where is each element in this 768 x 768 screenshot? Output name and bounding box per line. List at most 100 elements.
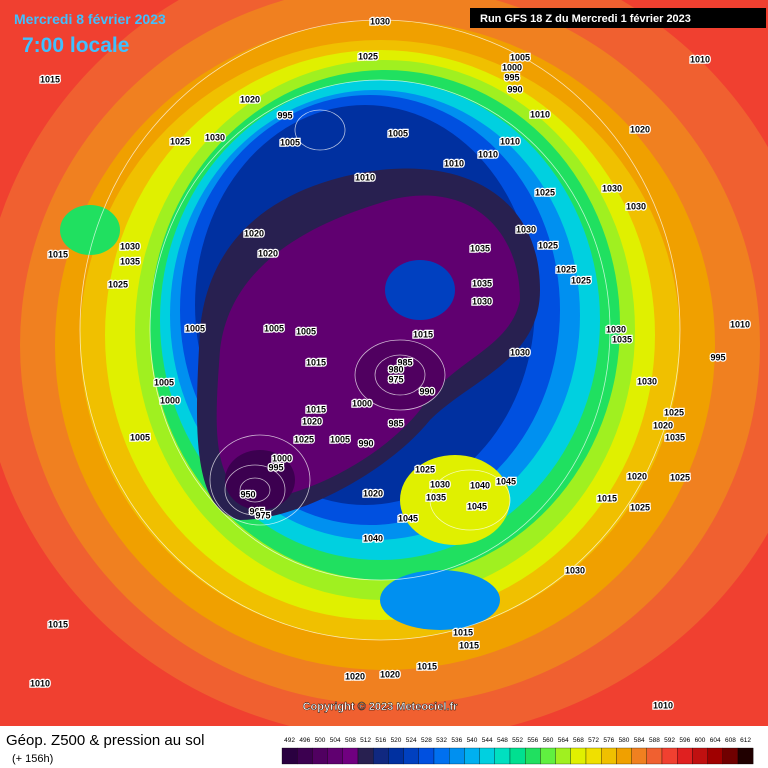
colorbar-label: 604: [710, 737, 721, 744]
isobar-label: 990: [507, 84, 522, 94]
colorbar-label: 548: [497, 737, 508, 744]
isobar-label: 1040: [470, 480, 490, 490]
isobar-label: 1010: [478, 149, 498, 159]
colorbar-swatch: [601, 747, 617, 765]
isobar-label: 1030: [205, 132, 225, 142]
isobar-label: 1035: [120, 256, 140, 266]
isobar-label: 1025: [556, 264, 576, 274]
isobar-label: 1005: [154, 377, 174, 387]
isobar-label: 1015: [597, 493, 617, 503]
colorbar-swatch: [692, 747, 708, 765]
isobar-label: 1015: [413, 329, 433, 339]
isobar-label: 1020: [653, 420, 673, 430]
colorbar-label: 540: [467, 737, 478, 744]
colorbar-swatch: [373, 747, 389, 765]
isobar-label: 1025: [415, 464, 435, 474]
isobar-label: 1010: [500, 136, 520, 146]
time: 7:00 locale: [22, 34, 129, 57]
colorbar-label: 580: [619, 737, 630, 744]
isobar-label: 1010: [355, 172, 375, 182]
colorbar-label: 504: [330, 737, 341, 744]
colorbar-swatch: [570, 747, 587, 765]
isobar-label: 1000: [502, 62, 522, 72]
isobar-label: 1025: [170, 136, 190, 146]
isobar-label: 1005: [130, 432, 150, 442]
isobar-label: 995: [710, 352, 725, 362]
colorbar-swatch: [555, 747, 571, 765]
colorbar-swatch: [631, 747, 647, 765]
colorbar-label: 500: [315, 737, 326, 744]
isobar-label: 995: [504, 72, 519, 82]
colorbar-swatch: [677, 747, 693, 765]
isobar-label: 995: [268, 462, 283, 472]
isobar-label: 1005: [330, 434, 350, 444]
isobar-label: 965: [249, 506, 264, 516]
isobar-label: 1010: [444, 158, 464, 168]
colorbar-label: 600: [695, 737, 706, 744]
colorbar-swatch: [312, 747, 328, 765]
isobar-label: 1030: [626, 201, 646, 211]
isobar-label: 1030: [510, 347, 530, 357]
colorbar-label: 520: [391, 737, 402, 744]
isobar-label: 985: [388, 418, 403, 428]
isobar-label: 1030: [602, 183, 622, 193]
isobar-label: 1010: [690, 54, 710, 64]
isobar-label: 1035: [472, 278, 492, 288]
colorbar-swatch: [509, 747, 526, 765]
run: Run GFS 18 Z du Mercredi 1 février 2023: [480, 13, 691, 25]
isobar-label: 985: [397, 357, 412, 367]
isobar-label: 1030: [120, 241, 140, 251]
isobar-label: 1045: [496, 476, 516, 486]
isobar-label: 1020: [345, 671, 365, 681]
isobar-label: 1015: [417, 661, 437, 671]
colorbar-swatch: [479, 747, 495, 765]
colorbar-swatch: [342, 747, 359, 765]
isobar-label: 980: [388, 364, 403, 374]
isobar-label: 1010: [653, 700, 673, 710]
colorbar-swatch: [464, 747, 480, 765]
colorbar-label: 592: [664, 737, 675, 744]
isobar-label: 1020: [630, 124, 650, 134]
isobar-label: 1005: [388, 128, 408, 138]
colorbar-label: 608: [725, 737, 736, 744]
isobar-label: 1025: [571, 275, 591, 285]
colorbar-swatch: [616, 747, 632, 765]
colorbar-label: 588: [649, 737, 660, 744]
colorbar-label: 544: [482, 737, 493, 744]
colorbar-label: 516: [375, 737, 386, 744]
isobar-label: 1025: [358, 51, 378, 61]
isobar-label: 1020: [380, 669, 400, 679]
isobar-label: 1015: [306, 357, 326, 367]
colorbar-label: 552: [512, 737, 523, 744]
colorbar-label: 508: [345, 737, 356, 744]
isobar-label: 1040: [363, 533, 383, 543]
colorbar-swatch: [297, 747, 313, 765]
colorbar-swatch: [646, 747, 663, 765]
isobar-label: 1025: [108, 279, 128, 289]
isobar-label: 1045: [467, 501, 487, 511]
footer-lead: (+ 156h): [12, 753, 53, 765]
isobar-label: 1020: [244, 228, 264, 238]
colorbar-swatch: [585, 747, 602, 765]
isobar-label: 1015: [40, 74, 60, 84]
isobar-label: 1000: [160, 395, 180, 405]
colorbar-label: 584: [634, 737, 645, 744]
isobar-label: 1005: [264, 323, 284, 333]
z500-field: [0, 0, 768, 740]
colorbar-swatch: [661, 747, 678, 765]
isobar-label: 1015: [453, 627, 473, 637]
isobar-label: 1000: [352, 398, 372, 408]
colorbar-swatch: [433, 747, 450, 765]
colorbar-swatch: [707, 747, 723, 765]
colorbar-label: 524: [406, 737, 417, 744]
isobar-label: 1030: [565, 565, 585, 575]
colorbar-label: 596: [679, 737, 690, 744]
colorbar-swatch: [494, 747, 511, 765]
colorbar-swatch: [388, 747, 404, 765]
footer-title: Géop. Z500 & pression au sol: [6, 732, 204, 749]
isobar-label: 975: [255, 510, 270, 520]
isobar-label: 1035: [470, 243, 490, 253]
isobar-label: 1015: [48, 249, 68, 259]
isobar-label: 1015: [306, 404, 326, 414]
